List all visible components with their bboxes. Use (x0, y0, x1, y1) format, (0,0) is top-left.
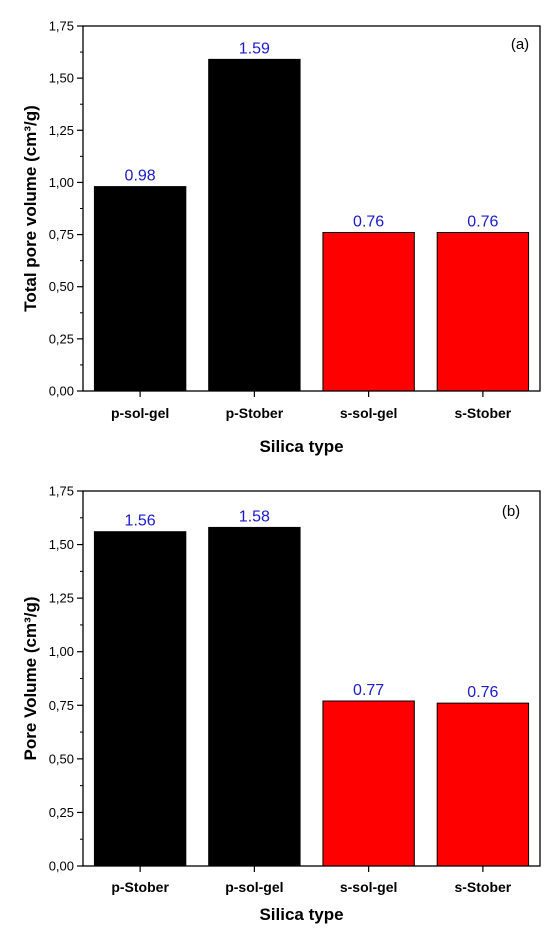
y-tick-label: 1,75 (49, 19, 74, 34)
data-label: 0.76 (353, 213, 384, 230)
x-tick-label: p-Stober (111, 879, 169, 895)
y-tick-label: 0,75 (49, 227, 74, 242)
x-tick-label: s-Stober (454, 405, 511, 421)
y-tick-label: 0,25 (49, 331, 74, 346)
y-tick-label: 0,50 (49, 279, 74, 294)
bar (436, 702, 530, 867)
data-label: 1.58 (239, 508, 270, 525)
chart-panel-b: 1.56 1.58 0.77 0.76 0,00 0,25 0,50 0,75 1,00 1,25… (21, 484, 541, 924)
y-tick-label: 0,25 (49, 805, 74, 820)
bar (208, 526, 301, 867)
y-tick-label: 1,50 (49, 71, 74, 86)
panel-tag: (b) (502, 503, 520, 520)
bar (93, 531, 187, 867)
data-label: 1.56 (125, 513, 156, 530)
bar (322, 231, 415, 392)
x-tick-label: p-sol-gel (111, 405, 169, 421)
bar (93, 186, 187, 392)
y-tick-label: 1,75 (49, 484, 74, 499)
x-tick-label: p-sol-gel (225, 879, 283, 895)
y-tick-label: 0,75 (49, 698, 74, 713)
x-axis-title: Silica type (259, 437, 343, 456)
y-tick-label: 1,00 (49, 644, 74, 659)
x-tick-label: s-sol-gel (340, 405, 398, 421)
x-axis-title: Silica type (259, 905, 343, 924)
bar (322, 700, 415, 867)
data-label: 1.59 (239, 40, 270, 57)
panel-tag: (a) (511, 36, 529, 53)
y-axis-title: Total pore volume (cm³/g) (21, 105, 40, 312)
chart-panel-a: 0.98 1.59 0.76 0.76 0,00 0,25 0,50 0,75 1,00 1,25… (21, 19, 541, 456)
y-tick-label: 1,00 (49, 175, 74, 190)
y-tick-label: 0,50 (49, 751, 74, 766)
y-tick-label: 0,00 (49, 859, 74, 874)
data-label: 0.76 (467, 213, 498, 230)
data-label: 0.76 (467, 684, 498, 701)
x-tick-label: p-Stober (226, 405, 284, 421)
x-tick-label: s-Stober (454, 879, 511, 895)
y-tick-label: 0,00 (49, 384, 74, 399)
y-tick-label: 1,25 (49, 591, 74, 606)
x-tick-label: s-sol-gel (340, 879, 398, 895)
y-axis-title: Pore Volume (cm³/g) (21, 596, 40, 760)
bar (208, 58, 301, 392)
y-tick-label: 1,50 (49, 537, 74, 552)
data-label: 0.98 (125, 168, 156, 185)
bar (436, 231, 530, 392)
data-label: 0.77 (353, 682, 384, 699)
y-tick-label: 1,25 (49, 123, 74, 138)
